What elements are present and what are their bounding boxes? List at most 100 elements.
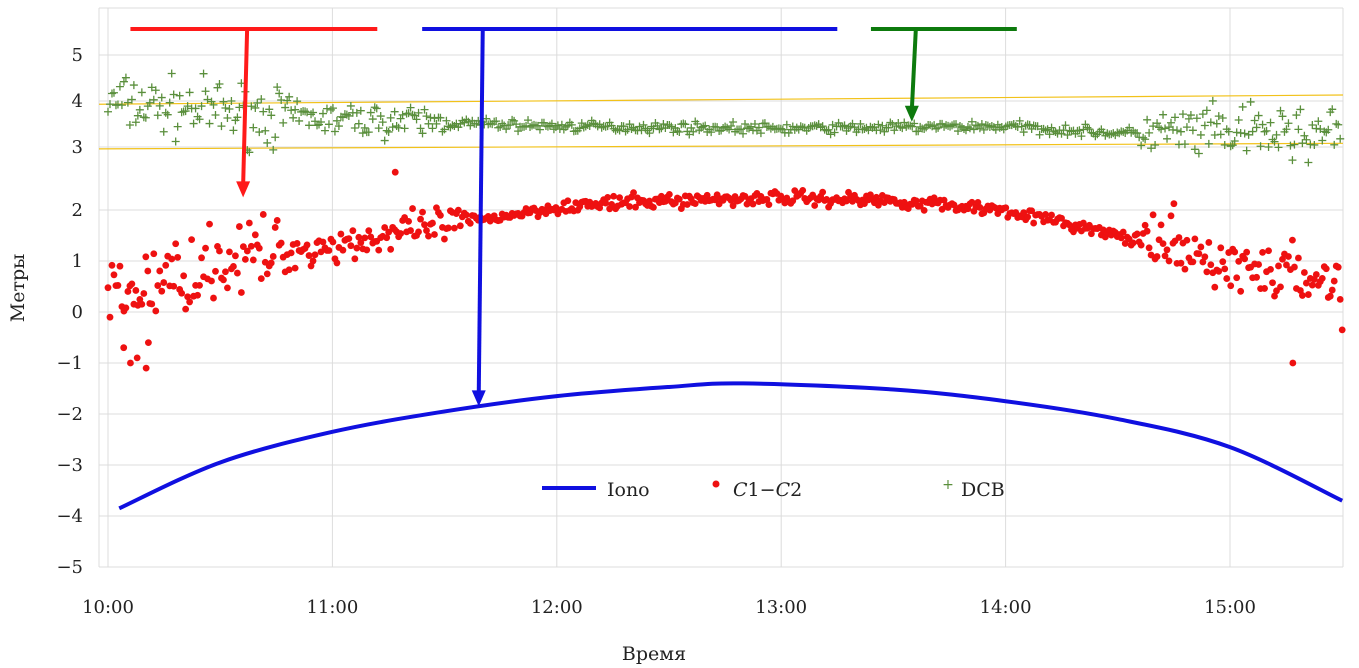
dcb-point <box>665 120 674 129</box>
c1-c2-point <box>1243 248 1251 256</box>
dcb-point <box>249 123 258 132</box>
c1-c2-point <box>1165 257 1173 265</box>
dcb-point <box>215 80 224 89</box>
dcb-point <box>1310 140 1319 149</box>
c1-c2-point <box>608 200 616 208</box>
c1-c2-point <box>1279 255 1286 263</box>
c1-c2-point <box>1149 211 1157 219</box>
dcb-point <box>378 118 387 127</box>
annotation-arrow-shaft <box>241 28 250 186</box>
c1-c2-point <box>1133 230 1141 238</box>
dcb-point <box>113 100 122 109</box>
dcb-point <box>350 124 359 133</box>
c1-c2-point <box>1253 273 1261 281</box>
dcb-point <box>456 119 465 128</box>
c1-c2-point <box>202 244 209 252</box>
dcb-point <box>1170 113 1179 122</box>
dcb-point <box>1220 141 1229 150</box>
dcb-point <box>954 127 963 136</box>
dcb-point <box>1188 126 1197 135</box>
y-tick-label: −5 <box>56 557 83 578</box>
dcb-point <box>886 118 895 127</box>
c1-c2-point <box>251 231 259 239</box>
dcb-point <box>741 119 750 128</box>
c1-c2-point <box>349 227 357 235</box>
dcb-point <box>551 123 560 132</box>
c1-c2-point <box>198 254 205 262</box>
grid-lines <box>98 7 1344 568</box>
dcb-point <box>524 116 533 125</box>
dcb-point <box>1137 141 1146 150</box>
c1-c2-point <box>920 206 928 214</box>
x-tick-label: 13:00 <box>755 597 807 618</box>
dcb-point <box>175 91 184 100</box>
c1-c2-point <box>1181 265 1189 273</box>
c1-c2-point <box>1205 239 1213 246</box>
c1-c2-point <box>1235 257 1243 265</box>
dcb-point <box>366 108 375 117</box>
dcb-point <box>346 101 355 110</box>
dcb-point <box>1296 105 1305 114</box>
dcb-point <box>213 83 222 92</box>
dcb-point <box>279 118 288 127</box>
dcb-point <box>105 100 114 109</box>
dcb-point <box>1192 114 1201 123</box>
dcb-point <box>125 120 134 129</box>
c1-c2-point <box>104 284 112 292</box>
dcb-point <box>1308 121 1317 130</box>
c1-c2-point <box>429 219 436 227</box>
dcb-point <box>259 107 268 116</box>
c1-c2-point <box>789 197 797 205</box>
c1-c2-point <box>1283 261 1290 269</box>
c1-c2-point <box>415 228 422 236</box>
c1-c2-point <box>309 257 317 265</box>
dcb-point <box>1214 112 1223 121</box>
dcb-point <box>466 121 475 130</box>
dcb-point <box>1007 121 1016 130</box>
dcb-point <box>1021 121 1030 130</box>
dcb-point <box>727 121 736 130</box>
c1-c2-point <box>220 276 227 284</box>
dcb-point <box>165 98 174 107</box>
c1-c2-point <box>791 187 799 195</box>
dcb-point <box>645 129 654 138</box>
c1-c2-point <box>347 242 355 250</box>
c1-c2-point <box>819 188 827 196</box>
c1-c2-point <box>1227 282 1235 290</box>
dcb-point <box>1330 140 1339 149</box>
dcb-point <box>1035 130 1044 139</box>
dcb-point <box>639 120 648 129</box>
dcb-point <box>689 127 698 136</box>
dcb-point <box>372 104 381 113</box>
dcb-point <box>448 121 457 130</box>
c1-c2-point <box>311 251 319 259</box>
dcb-point <box>173 122 182 131</box>
dcb-point <box>271 133 280 142</box>
c1-c2-point <box>912 197 920 205</box>
c1-c2-point <box>150 250 158 258</box>
dcb-point <box>1194 149 1203 158</box>
annotation-arrow-shaft <box>909 28 918 110</box>
dcb-point <box>804 123 813 132</box>
dcb-point <box>1107 130 1116 139</box>
c1-c2-point <box>1183 236 1191 244</box>
dcb-point <box>137 88 146 97</box>
dcb-point <box>673 127 682 136</box>
c1-c2-point <box>180 272 188 280</box>
c1-c2-point <box>405 217 412 225</box>
dcb-point <box>890 126 899 135</box>
dcb-point <box>635 122 644 131</box>
legend-c1c2-part-1: C <box>733 479 748 501</box>
c1-c2-point <box>325 247 333 254</box>
legend-c1c2-swatch <box>712 480 720 488</box>
c1-c2-point <box>1223 275 1231 282</box>
c1-c2-point <box>375 246 383 254</box>
c1-c2-point <box>1020 209 1028 217</box>
dcb-point <box>987 122 996 131</box>
dcb-point <box>496 122 505 131</box>
dcb-point <box>354 119 363 128</box>
dcb-point <box>1318 136 1327 145</box>
dcb-point <box>1085 125 1094 134</box>
dcb-point <box>1025 120 1034 129</box>
dcb-point <box>1258 120 1267 129</box>
